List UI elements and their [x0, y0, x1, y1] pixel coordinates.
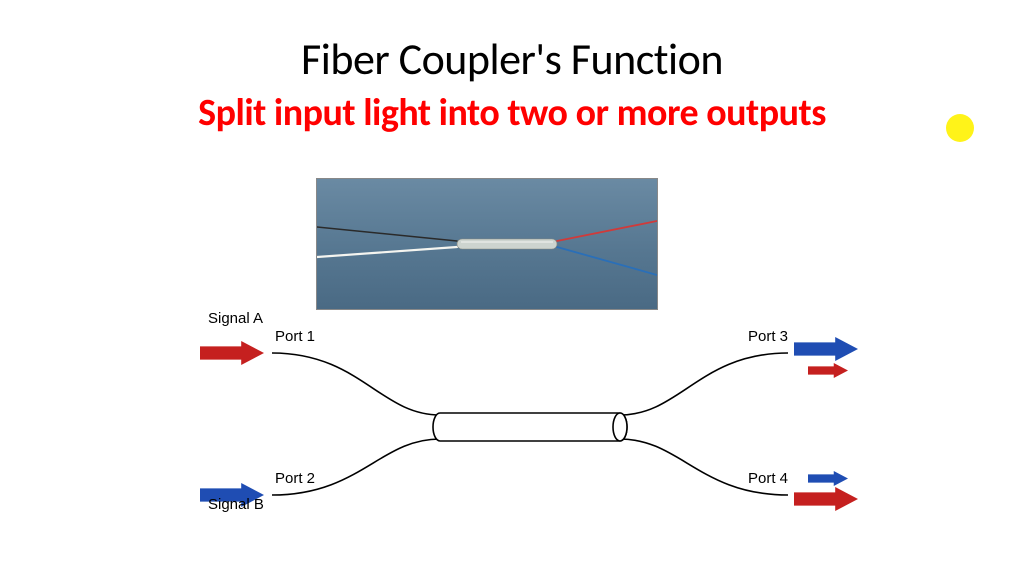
- slide-subtitle: Split input light into two or more outpu…: [0, 86, 1024, 136]
- coupler-diagram-svg: Signal A Port 1 Signal B Port 2 Port 3 Port 4: [180, 305, 870, 535]
- coupler-diagram: Signal A Port 1 Signal B Port 2 Port 3 Port 4: [180, 305, 870, 535]
- cursor-highlight: [946, 114, 974, 142]
- diagram-label: Port 3: [748, 328, 788, 345]
- diagram-label: Signal A: [208, 310, 263, 327]
- diagram-label: Port 2: [275, 470, 315, 487]
- slide-title: Fiber Coupler's Function: [0, 0, 1024, 86]
- coupler-photo-svg: [317, 179, 657, 309]
- arrow: [794, 337, 858, 361]
- diagram-label: Signal B: [208, 496, 264, 513]
- arrow: [200, 341, 264, 365]
- arrow: [808, 471, 848, 486]
- arrow: [808, 363, 848, 378]
- arrow: [794, 487, 858, 511]
- diagram-label: Port 1: [275, 328, 315, 345]
- diagram-label: Port 4: [748, 470, 788, 487]
- coupler-photo: [316, 178, 658, 310]
